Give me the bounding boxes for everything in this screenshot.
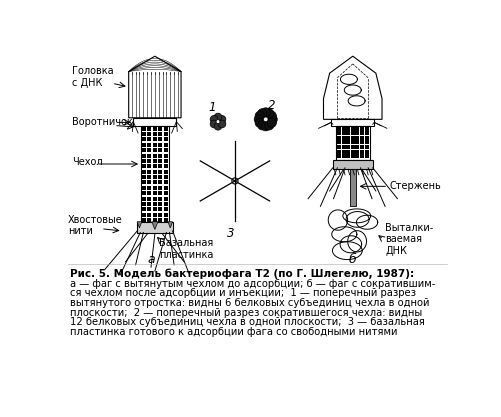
Text: ся чехлом после адсорбции и инъекции;  1 — поперечный разрез: ся чехлом после адсорбции и инъекции; 1 … xyxy=(70,288,415,298)
Circle shape xyxy=(264,121,273,130)
Circle shape xyxy=(268,115,277,124)
Circle shape xyxy=(218,120,225,128)
Circle shape xyxy=(261,108,270,117)
Text: Головка
с ДНК: Головка с ДНК xyxy=(72,66,113,88)
Bar xyxy=(133,118,176,126)
Polygon shape xyxy=(151,222,158,229)
Circle shape xyxy=(264,109,273,118)
Text: 3: 3 xyxy=(227,227,234,240)
Text: Выталки-
ваемая
ДНК: Выталки- ваемая ДНК xyxy=(384,223,432,256)
Polygon shape xyxy=(137,222,141,228)
Text: 12 белковых субъединиц чехла в одной плоскости;  3 — базальная: 12 белковых субъединиц чехла в одной пло… xyxy=(70,317,424,327)
Circle shape xyxy=(255,111,264,121)
Text: а — фаг с вытянутым чехлом до адсорбции; б — фаг с сократившим-: а — фаг с вытянутым чехлом до адсорбции;… xyxy=(70,279,435,289)
Bar xyxy=(349,169,355,206)
Circle shape xyxy=(218,116,225,123)
Text: б: б xyxy=(348,253,356,266)
Circle shape xyxy=(263,117,268,122)
Circle shape xyxy=(261,122,270,131)
Text: Рис. 5. Модель бактериофага Т2 (по Г. Шлегелю, 1987):: Рис. 5. Модель бактериофага Т2 (по Г. Шл… xyxy=(70,269,413,279)
Text: Стержень: Стержень xyxy=(389,181,440,191)
Circle shape xyxy=(215,120,219,123)
Circle shape xyxy=(255,118,264,128)
Bar xyxy=(137,222,172,233)
Text: плоскости;  2 — поперечный разрез сократившегося чехла: видны: плоскости; 2 — поперечный разрез сократи… xyxy=(70,308,421,318)
Text: Базальная
пластинка: Базальная пластинка xyxy=(158,238,212,259)
Bar xyxy=(141,126,168,222)
Text: пластинка готового к адсорбции фага со свободными нитями: пластинка готового к адсорбции фага со с… xyxy=(70,327,397,337)
Circle shape xyxy=(257,121,267,130)
Bar xyxy=(335,126,369,160)
Circle shape xyxy=(254,115,263,124)
Circle shape xyxy=(257,109,267,118)
Circle shape xyxy=(214,123,221,130)
Bar xyxy=(332,160,372,169)
Text: 2: 2 xyxy=(268,99,275,112)
Circle shape xyxy=(231,178,237,184)
Circle shape xyxy=(267,111,276,121)
Text: вытянутого отростка: видны 6 белковых субъединиц чехла в одной: вытянутого отростка: видны 6 белковых су… xyxy=(70,298,429,308)
Circle shape xyxy=(210,120,217,128)
Text: Чехол: Чехол xyxy=(72,157,102,167)
Circle shape xyxy=(214,113,221,121)
Circle shape xyxy=(267,118,276,128)
Text: 1: 1 xyxy=(208,101,215,114)
Bar xyxy=(331,119,374,126)
Circle shape xyxy=(210,116,217,123)
Polygon shape xyxy=(168,222,172,228)
Text: Воротничок: Воротничок xyxy=(72,117,132,127)
Text: Хвостовые
нити: Хвостовые нити xyxy=(68,215,122,236)
Text: а: а xyxy=(147,253,154,266)
